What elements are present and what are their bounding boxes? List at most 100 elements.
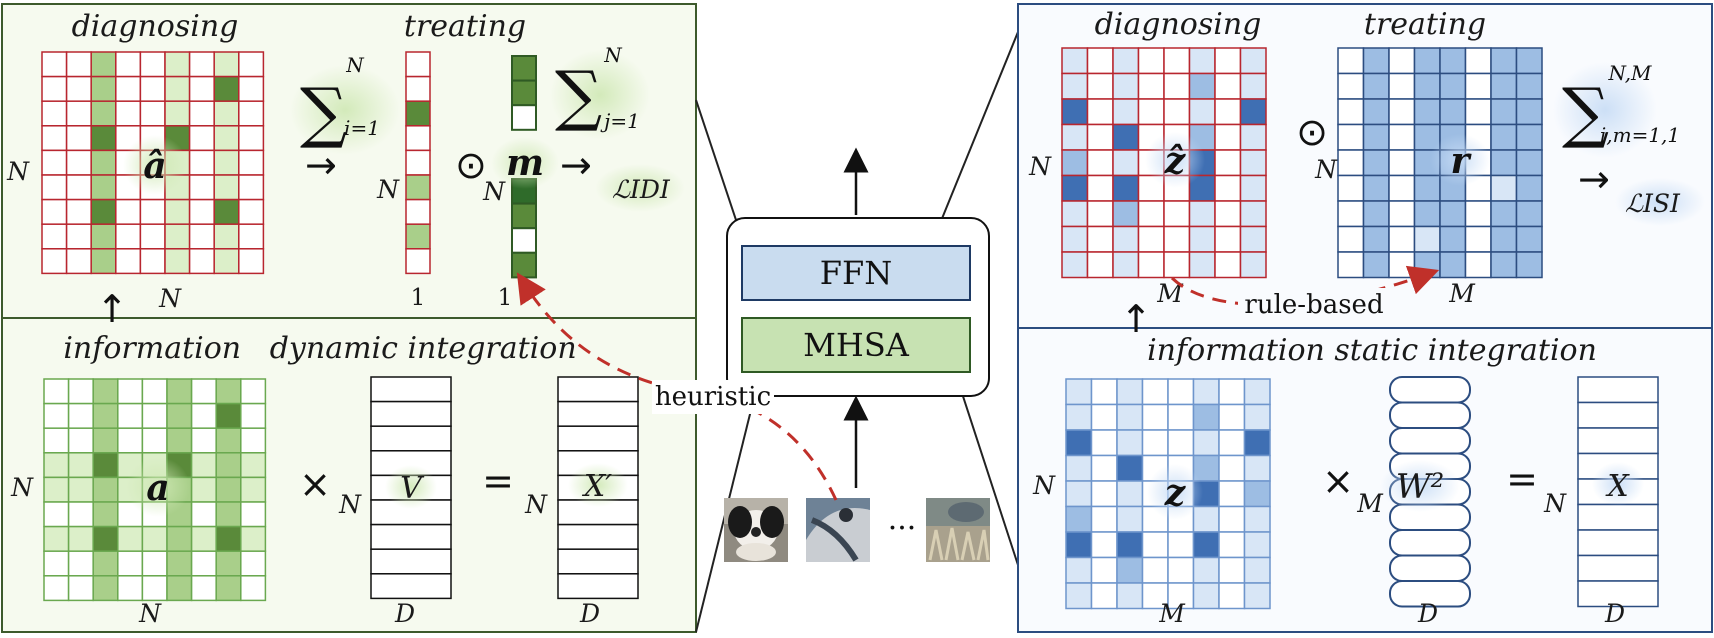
image-thumbnail-bird: [806, 498, 870, 562]
z-cell: [1065, 505, 1093, 533]
r-cell: [1362, 225, 1390, 253]
zhat-cell: [1239, 123, 1267, 151]
ahat-cell: [139, 100, 166, 127]
zhat-cell: [1214, 251, 1242, 279]
a-cell: [92, 501, 119, 528]
r-cell: [1362, 200, 1390, 228]
z-cell: [1243, 556, 1271, 584]
z-cell: [1065, 582, 1093, 610]
zhat-cell: [1188, 225, 1216, 253]
xprime-cell: [557, 400, 639, 427]
a-cell: [215, 525, 242, 552]
v-row-label: N: [338, 490, 362, 519]
z-cell: [1192, 556, 1220, 584]
r-cell: [1464, 200, 1492, 228]
z-cell: [1192, 582, 1220, 610]
z-cell: [1090, 556, 1118, 584]
right-times: ×: [1322, 459, 1354, 503]
zhat-cell: [1214, 225, 1242, 253]
sum-vector-col-label: 1: [411, 285, 426, 311]
ahat-cell: [90, 51, 117, 78]
left-title-treating: treating: [404, 9, 526, 44]
ahat-row-label: N: [6, 157, 30, 186]
a-cell: [190, 402, 217, 429]
z-cell: [1167, 531, 1195, 559]
ahat-cell: [90, 248, 117, 275]
x-matrix: [1577, 376, 1659, 608]
ahat-cell: [41, 51, 68, 78]
sum-j-symbol: ∑: [555, 57, 602, 134]
z-matrix: [1065, 378, 1271, 610]
zhat-cell: [1112, 98, 1140, 126]
sum-vector-cell: [405, 174, 431, 201]
r-cell: [1439, 47, 1467, 75]
mask-vector-cell: [511, 79, 537, 107]
x-cell: [1577, 427, 1659, 455]
ffn-label: FFN: [820, 254, 892, 292]
zhat-glow: [1145, 132, 1205, 188]
r-cell: [1362, 98, 1390, 126]
sum-j-glow: [550, 50, 650, 140]
z-col-label: M: [1158, 599, 1186, 628]
v-cell: [370, 523, 452, 550]
r-cell: [1388, 47, 1416, 75]
xprime-glow: [568, 463, 628, 507]
z-cell: [1090, 582, 1118, 610]
x-cell: [1577, 401, 1659, 429]
z-cell: [1065, 454, 1093, 482]
w-row: [1389, 554, 1471, 582]
a-cell: [240, 575, 267, 602]
zhat-cell: [1239, 98, 1267, 126]
v-cell: [370, 400, 452, 427]
v-cell: [370, 376, 452, 403]
zhat-cell: [1239, 225, 1267, 253]
r-cell: [1337, 98, 1365, 126]
ahat-cell: [65, 100, 92, 127]
a-cell: [92, 525, 119, 552]
mask-glow: [491, 137, 559, 189]
image-thumbnail-dog: [724, 498, 788, 562]
zhat-cell: [1112, 251, 1140, 279]
r-cell: [1413, 225, 1441, 253]
left-up-arrow: ↑: [96, 287, 128, 331]
sum-i-symbol: ∑: [300, 74, 347, 151]
a-cell: [67, 378, 94, 405]
z-cell: [1141, 429, 1169, 457]
a-cell: [166, 550, 193, 577]
z-cell: [1116, 378, 1144, 406]
zhat-cell: [1137, 98, 1165, 126]
heuristic-arrow: [516, 272, 838, 501]
connector-right-top: [929, 31, 1019, 249]
loss-isi-label: ℒISI: [1625, 189, 1681, 218]
z-cell: [1218, 429, 1246, 457]
r-cell: [1362, 174, 1390, 202]
z-cell: [1065, 378, 1093, 406]
r-cell: [1388, 225, 1416, 253]
ahat-cell: [238, 174, 265, 201]
ahat-cell: [41, 198, 68, 225]
z-symbol: z: [1164, 472, 1187, 514]
z-cell: [1116, 454, 1144, 482]
z-cell: [1218, 582, 1246, 610]
r-cell: [1362, 47, 1390, 75]
r-row-label: N: [1314, 155, 1338, 184]
ahat-cell: [65, 198, 92, 225]
zhat-cell: [1086, 123, 1114, 151]
r-cell: [1413, 251, 1441, 279]
a-cell: [67, 550, 94, 577]
w-row: [1389, 427, 1471, 455]
ahat-cell: [115, 100, 142, 127]
center-block: FFN MHSA ··· he: [516, 31, 1019, 633]
r-symbol: r: [1451, 140, 1473, 182]
zhat-cell: [1137, 251, 1165, 279]
ahat-cell: [90, 125, 117, 152]
a-cell: [92, 452, 119, 479]
mask-vector-cell: [511, 55, 537, 82]
z-glow: [1147, 464, 1203, 520]
sum-nm-glow: [1553, 62, 1657, 158]
zhat-cell: [1112, 72, 1140, 100]
zhat-cell: [1188, 251, 1216, 279]
ahat-cell: [90, 75, 117, 102]
r-cell: [1388, 200, 1416, 228]
r-cell: [1490, 174, 1518, 202]
